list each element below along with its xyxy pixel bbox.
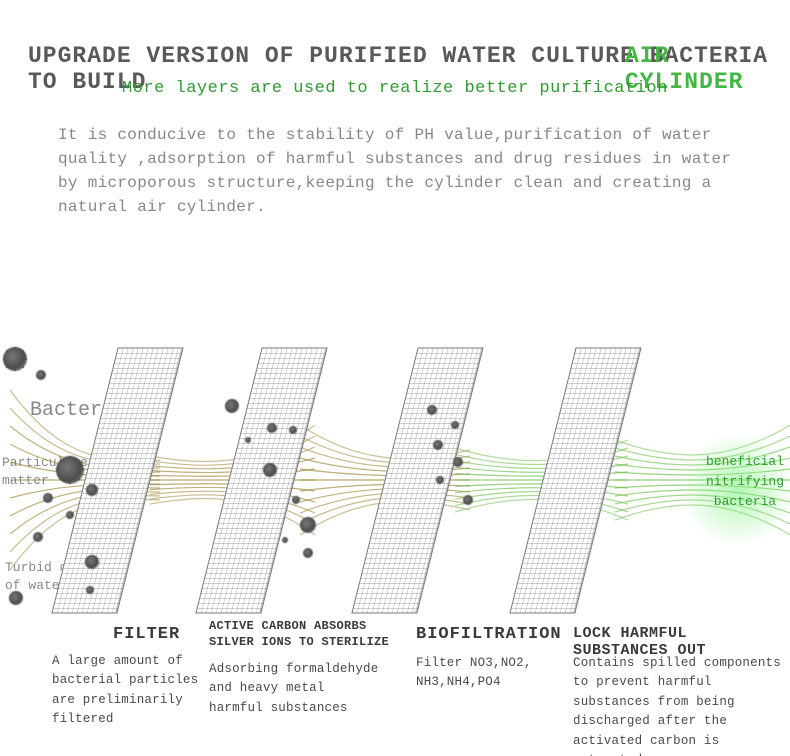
particle-left-4 [86,484,98,496]
particle-mid1-1 [245,437,251,443]
particle-left-0 [3,347,27,371]
output-label: beneficial nitrifying bacteria [700,452,790,512]
output-line2: nitrifying [706,474,784,489]
particle-left-7 [85,555,99,569]
particle-mid1-7 [303,548,313,558]
particle-mid2-5 [463,495,473,505]
particle-left-2 [56,456,84,484]
particle-mid2-0 [427,405,437,415]
particle-left-8 [86,586,94,594]
particle-mid2-2 [433,440,443,450]
output-line3: bacteria [714,494,776,509]
particle-mid1-5 [292,496,300,504]
particle-left-5 [66,511,74,519]
particle-mid1-3 [289,426,297,434]
particle-left-9 [9,591,23,605]
particle-mid1-4 [263,463,277,477]
particle-mid1-8 [282,537,288,543]
output-line1: beneficial [706,454,784,469]
particle-mid2-4 [436,476,444,484]
particle-mid1-2 [267,423,277,433]
particle-mid2-3 [453,457,463,467]
particle-left-3 [43,493,53,503]
particle-mid2-1 [451,421,459,429]
particle-left-6 [33,532,43,542]
particle-left-1 [36,370,46,380]
particle-mid1-0 [225,399,239,413]
diagram-svg [0,0,790,756]
particle-mid1-6 [300,517,316,533]
